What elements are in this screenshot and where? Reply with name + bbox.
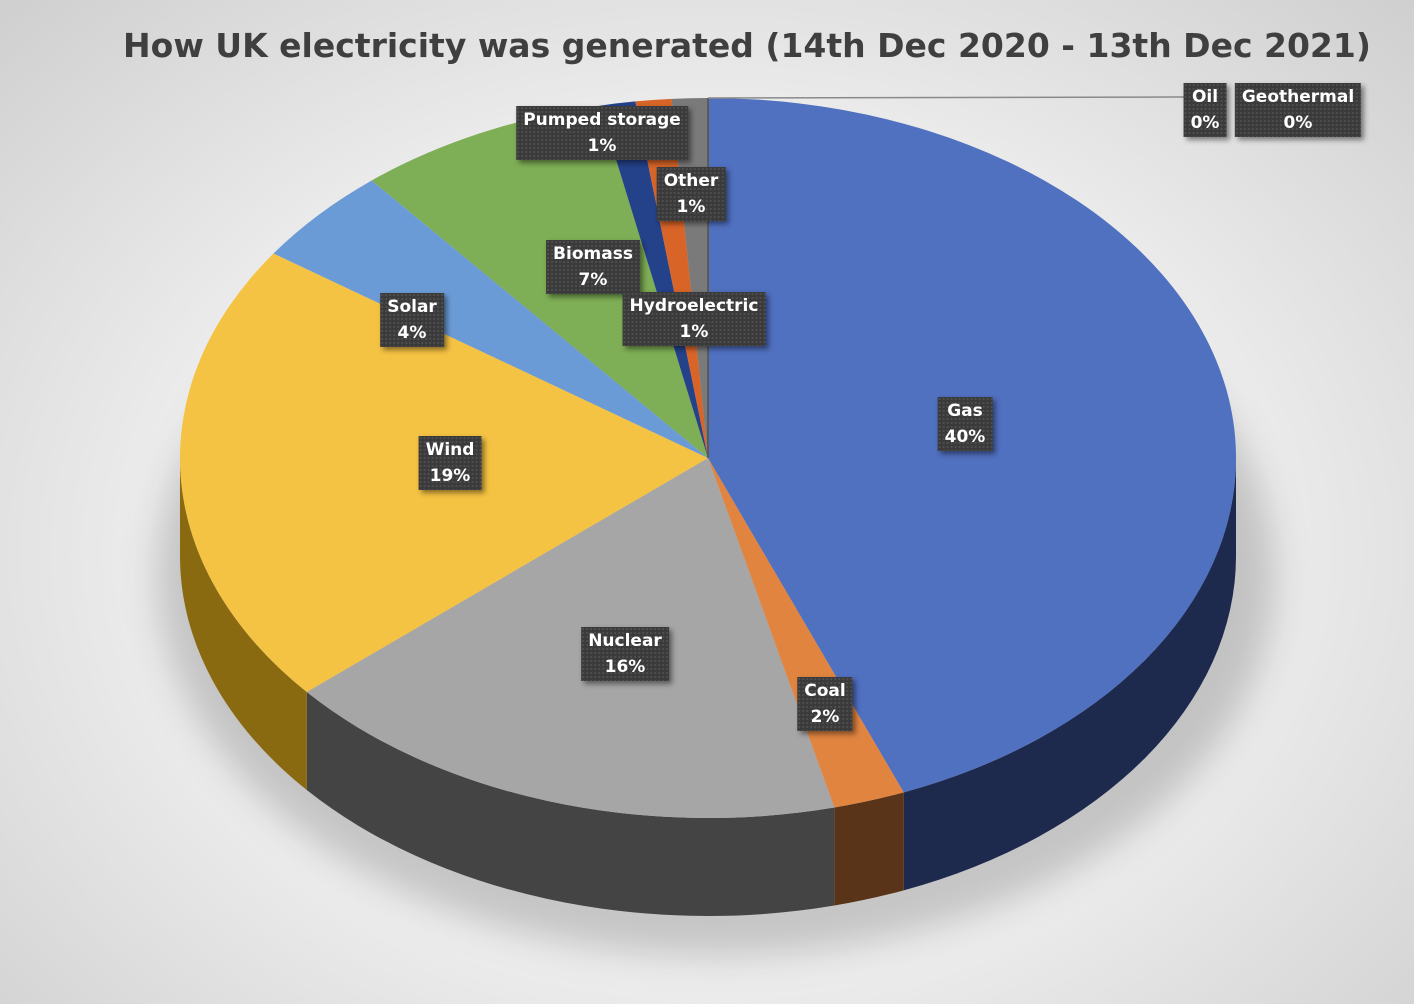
data-label-name: Gas (947, 401, 983, 421)
data-label-name: Wind (425, 440, 475, 460)
leader-line (707, 96, 1190, 99)
data-label-hydroelectric: Hydroelectric 1% (622, 292, 766, 346)
data-label-value: 1% (587, 136, 617, 156)
chart-title: How UK electricity was generated (14th D… (123, 26, 1371, 65)
data-label-nuclear: Nuclear 16% (581, 627, 669, 681)
data-label-value: 4% (397, 323, 427, 343)
pie-slice-pumped-storage (599, 101, 708, 459)
pie-side-walls (180, 458, 1236, 917)
data-label-pumped-storage: Pumped storage 1% (516, 106, 688, 160)
data-label-biomass: Biomass 7% (546, 240, 640, 294)
data-label-oil: Oil 0% (1183, 83, 1227, 137)
data-label-value: 2% (810, 707, 840, 727)
data-label-gas: Gas 40% (937, 397, 993, 451)
pie-slice-biomass (371, 105, 708, 459)
data-label-value: 1% (676, 197, 706, 217)
data-label-other: Other 1% (656, 167, 726, 221)
data-label-name: Nuclear (588, 631, 662, 651)
data-label-value: 40% (944, 427, 986, 447)
data-label-name: Other (663, 171, 719, 191)
data-label-value: 1% (679, 322, 709, 342)
data-label-solar: Solar 4% (380, 293, 444, 347)
data-label-coal: Coal 2% (797, 677, 853, 731)
pie-slice-solar (273, 180, 708, 459)
pie-side-gas (903, 458, 1236, 891)
data-label-name: Pumped storage (523, 110, 681, 130)
data-label-value: 19% (429, 466, 471, 486)
data-label-name: Biomass (553, 244, 633, 264)
pie-side-nuclear (306, 692, 835, 917)
data-label-name: Oil (1191, 87, 1219, 107)
data-label-name: Coal (804, 681, 846, 701)
data-label-value: 7% (578, 270, 608, 290)
data-label-value: 0% (1190, 113, 1220, 133)
pie-side-coal (834, 792, 904, 906)
pie-slice-other (635, 98, 708, 458)
pie-side-wind (180, 458, 307, 791)
data-label-wind: Wind 19% (418, 436, 482, 490)
data-label-name: Solar (387, 297, 437, 317)
data-label-geothermal: Geothermal 0% (1234, 83, 1362, 137)
data-label-name: Hydroelectric (629, 296, 759, 316)
pie-slice-nuclear (306, 458, 835, 818)
data-label-value: 0% (1283, 113, 1313, 133)
data-label-name: Geothermal (1241, 87, 1355, 107)
data-label-value: 16% (604, 657, 646, 677)
pie-slice-coal (708, 458, 904, 808)
